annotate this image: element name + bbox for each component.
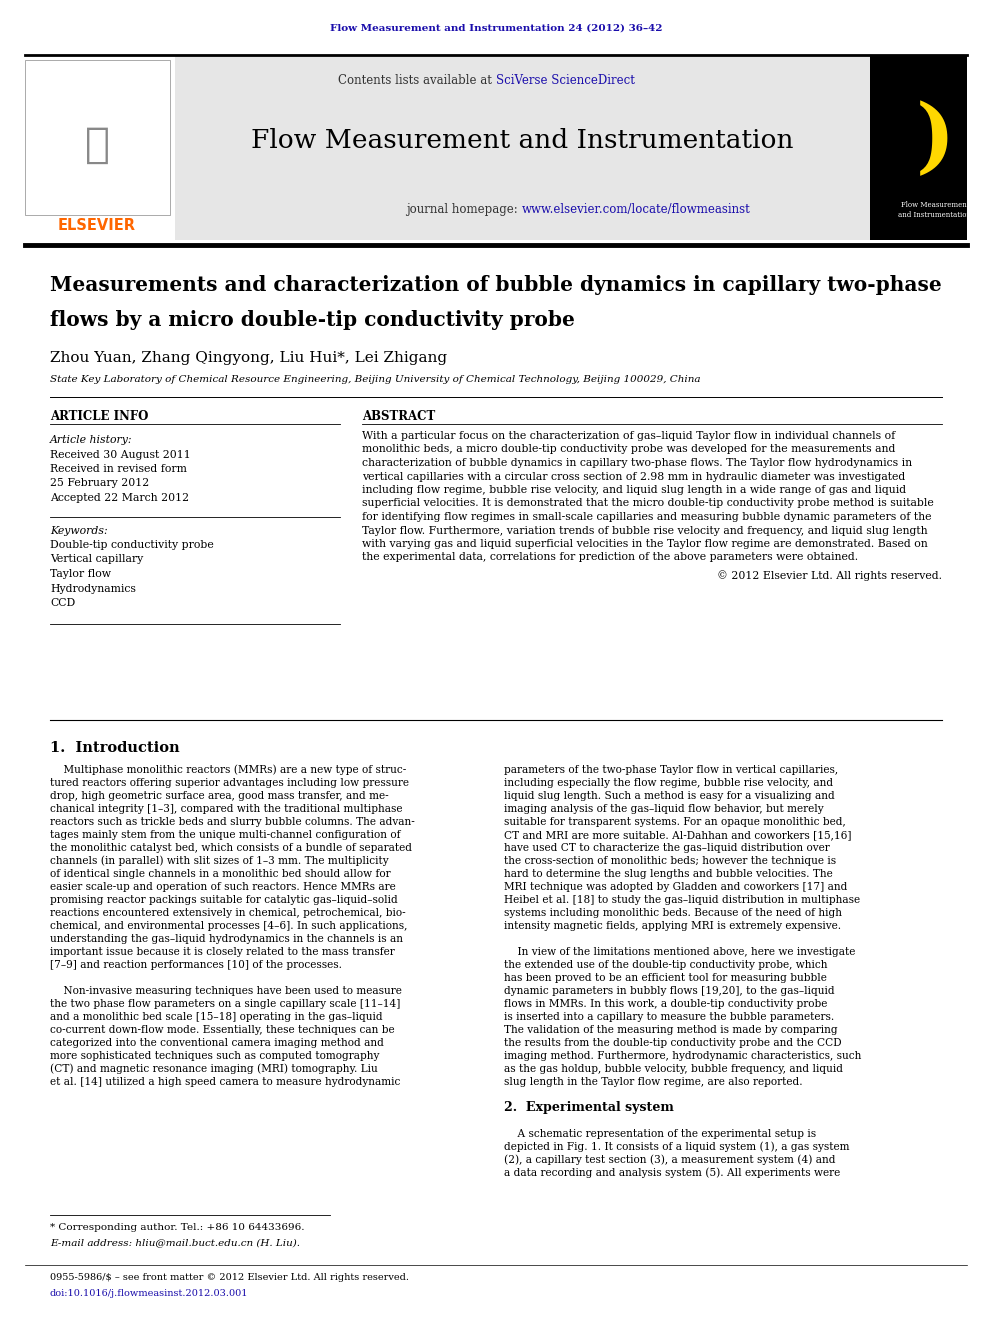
Bar [870,56,967,239]
Text: tages mainly stem from the unique multi-channel configuration of: tages mainly stem from the unique multi-… [50,830,401,840]
Text: CCD: CCD [50,598,75,609]
Text: the monolithic catalyst bed, which consists of a bundle of separated: the monolithic catalyst bed, which consi… [50,843,412,853]
Text: promising reactor packings suitable for catalytic gas–liquid–solid: promising reactor packings suitable for … [50,894,398,905]
Text: Heibel et al. [18] to study the gas–liquid distribution in multiphase: Heibel et al. [18] to study the gas–liqu… [504,894,860,905]
Text: characterization of bubble dynamics in capillary two-phase flows. The Taylor flo: characterization of bubble dynamics in c… [362,458,912,468]
Text: 1.  Introduction: 1. Introduction [50,741,180,755]
Text: 🌳: 🌳 [84,124,109,165]
Text: the two phase flow parameters on a single capillary scale [11–14]: the two phase flow parameters on a singl… [50,999,401,1009]
Text: Accepted 22 March 2012: Accepted 22 March 2012 [50,493,189,503]
Text: MRI technique was adopted by Gladden and coworkers [17] and: MRI technique was adopted by Gladden and… [504,882,847,892]
Text: [7–9] and reaction performances [10] of the processes.: [7–9] and reaction performances [10] of … [50,960,342,970]
Text: channels (in parallel) with slit sizes of 1–3 mm. The multiplicity: channels (in parallel) with slit sizes o… [50,856,389,867]
Text: for identifying flow regimes in small-scale capillaries and measuring bubble dyn: for identifying flow regimes in small-sc… [362,512,931,523]
Text: has been proved to be an efficient tool for measuring bubble: has been proved to be an efficient tool … [504,972,827,983]
Text: more sophisticated techniques such as computed tomography: more sophisticated techniques such as co… [50,1050,379,1061]
Text: CT and MRI are more suitable. Al-Dahhan and coworkers [15,16]: CT and MRI are more suitable. Al-Dahhan … [504,830,851,840]
Text: Taylor flow. Furthermore, variation trends of bubble rise velocity and frequency: Taylor flow. Furthermore, variation tren… [362,525,928,536]
Text: Flow Measurement and Instrumentation: Flow Measurement and Instrumentation [251,127,794,152]
Text: monolithic beds, a micro double-tip conductivity probe was developed for the mea: monolithic beds, a micro double-tip cond… [362,445,896,455]
Text: reactors such as trickle beds and slurry bubble columns. The advan-: reactors such as trickle beds and slurry… [50,818,415,827]
Text: Received 30 August 2011: Received 30 August 2011 [50,450,190,459]
Text: depicted in Fig. 1. It consists of a liquid system (1), a gas system: depicted in Fig. 1. It consists of a liq… [504,1142,849,1152]
Text: suitable for transparent systems. For an opaque monolithic bed,: suitable for transparent systems. For an… [504,818,846,827]
Text: chemical, and environmental processes [4–6]. In such applications,: chemical, and environmental processes [4… [50,921,408,931]
Text: In view of the limitations mentioned above, here we investigate: In view of the limitations mentioned abo… [504,947,855,957]
Text: including especially the flow regime, bubble rise velocity, and: including especially the flow regime, bu… [504,778,833,789]
Text: (CT) and magnetic resonance imaging (MRI) tomography. Liu: (CT) and magnetic resonance imaging (MRI… [50,1064,378,1074]
Text: A schematic representation of the experimental setup is: A schematic representation of the experi… [504,1129,816,1139]
Text: parameters of the two-phase Taylor flow in vertical capillaries,: parameters of the two-phase Taylor flow … [504,765,838,775]
Text: et al. [14] utilized a high speed camera to measure hydrodynamic: et al. [14] utilized a high speed camera… [50,1077,401,1088]
Text: With a particular focus on the characterization of gas–liquid Taylor flow in ind: With a particular focus on the character… [362,431,895,441]
Text: Article history:: Article history: [50,435,133,445]
Text: 0955-5986/$ – see front matter © 2012 Elsevier Ltd. All rights reserved.: 0955-5986/$ – see front matter © 2012 El… [50,1274,409,1282]
Text: (2), a capillary test section (3), a measurement system (4) and: (2), a capillary test section (3), a mea… [504,1155,835,1166]
Text: liquid slug length. Such a method is easy for a visualizing and: liquid slug length. Such a method is eas… [504,791,834,800]
Text: State Key Laboratory of Chemical Resource Engineering, Beijing University of Che: State Key Laboratory of Chemical Resourc… [50,376,700,385]
Text: intensity magnetic fields, applying MRI is extremely expensive.: intensity magnetic fields, applying MRI … [504,921,841,931]
Text: the results from the double-tip conductivity probe and the CCD: the results from the double-tip conducti… [504,1039,841,1048]
Text: Vertical capillary: Vertical capillary [50,554,143,565]
Text: easier scale-up and operation of such reactors. Hence MMRs are: easier scale-up and operation of such re… [50,882,396,892]
Text: Taylor flow: Taylor flow [50,569,111,579]
Text: categorized into the conventional camera imaging method and: categorized into the conventional camera… [50,1039,384,1048]
Text: as the gas holdup, bubble velocity, bubble frequency, and liquid: as the gas holdup, bubble velocity, bubb… [504,1064,843,1074]
Text: Double-tip conductivity probe: Double-tip conductivity probe [50,540,213,550]
Text: and a monolithic bed scale [15–18] operating in the gas–liquid: and a monolithic bed scale [15–18] opera… [50,1012,383,1021]
Text: ): ) [916,101,954,180]
Text: www.elsevier.com/locate/flowmeasinst: www.elsevier.com/locate/flowmeasinst [522,204,751,217]
Text: co-current down-flow mode. Essentially, these techniques can be: co-current down-flow mode. Essentially, … [50,1025,395,1035]
Text: vertical capillaries with a circular cross section of 2.98 mm in hydraulic diame: vertical capillaries with a circular cro… [362,471,906,482]
Text: Flow Measurement and Instrumentation 24 (2012) 36–42: Flow Measurement and Instrumentation 24 … [329,24,663,33]
Text: including flow regime, bubble rise velocity, and liquid slug length in a wide ra: including flow regime, bubble rise veloc… [362,486,906,495]
Text: 25 February 2012: 25 February 2012 [50,479,149,488]
Text: the extended use of the double-tip conductivity probe, which: the extended use of the double-tip condu… [504,960,827,970]
Text: drop, high geometric surface area, good mass transfer, and me-: drop, high geometric surface area, good … [50,791,389,800]
Text: the experimental data, correlations for prediction of the above parameters were : the experimental data, correlations for … [362,553,858,562]
Text: flows in MMRs. In this work, a double-tip conductivity probe: flows in MMRs. In this work, a double-ti… [504,999,827,1009]
Text: tured reactors offering superior advantages including low pressure: tured reactors offering superior advanta… [50,778,409,789]
Text: Contents lists available at: Contents lists available at [338,74,496,86]
Text: Non-invasive measuring techniques have been used to measure: Non-invasive measuring techniques have b… [50,986,402,996]
Text: of identical single channels in a monolithic bed should allow for: of identical single channels in a monoli… [50,869,391,878]
Text: ABSTRACT: ABSTRACT [362,410,435,422]
Text: Zhou Yuan, Zhang Qingyong, Liu Hui*, Lei Zhigang: Zhou Yuan, Zhang Qingyong, Liu Hui*, Lei… [50,351,447,365]
Text: understanding the gas–liquid hydrodynamics in the channels is an: understanding the gas–liquid hydrodynami… [50,934,403,945]
Text: journal homepage:: journal homepage: [407,204,522,217]
Text: important issue because it is closely related to the mass transfer: important issue because it is closely re… [50,947,395,957]
Text: doi:10.1016/j.flowmeasinst.2012.03.001: doi:10.1016/j.flowmeasinst.2012.03.001 [50,1290,249,1298]
Text: Multiphase monolithic reactors (MMRs) are a new type of struc-: Multiphase monolithic reactors (MMRs) ar… [50,765,407,775]
Text: have used CT to characterize the gas–liquid distribution over: have used CT to characterize the gas–liq… [504,843,829,853]
Text: © 2012 Elsevier Ltd. All rights reserved.: © 2012 Elsevier Ltd. All rights reserved… [717,570,942,581]
Text: reactions encountered extensively in chemical, petrochemical, bio-: reactions encountered extensively in che… [50,908,406,918]
Text: the cross-section of monolithic beds; however the technique is: the cross-section of monolithic beds; ho… [504,856,836,867]
Text: Flow Measurement
and Instrumentation: Flow Measurement and Instrumentation [899,201,971,218]
Text: SciVerse ScienceDirect: SciVerse ScienceDirect [496,74,635,86]
Bar [25,60,170,216]
Text: a data recording and analysis system (5). All experiments were: a data recording and analysis system (5)… [504,1168,840,1179]
Text: chanical integrity [1–3], compared with the traditional multiphase: chanical integrity [1–3], compared with … [50,804,403,814]
Text: * Corresponding author. Tel.: +86 10 64433696.: * Corresponding author. Tel.: +86 10 644… [50,1224,305,1233]
Text: systems including monolithic beds. Because of the need of high: systems including monolithic beds. Becau… [504,908,842,918]
Text: Received in revised form: Received in revised form [50,464,186,474]
Text: Keywords:: Keywords: [50,525,107,536]
Bar [175,56,870,239]
Text: slug length in the Taylor flow regime, are also reported.: slug length in the Taylor flow regime, a… [504,1077,803,1088]
Text: 2.  Experimental system: 2. Experimental system [504,1102,674,1114]
Text: hard to determine the slug lengths and bubble velocities. The: hard to determine the slug lengths and b… [504,869,832,878]
Text: ARTICLE INFO: ARTICLE INFO [50,410,149,422]
Text: flows by a micro double-tip conductivity probe: flows by a micro double-tip conductivity… [50,310,575,329]
Text: Measurements and characterization of bubble dynamics in capillary two-phase: Measurements and characterization of bub… [50,275,941,295]
Text: superficial velocities. It is demonstrated that the micro double-tip conductivit: superficial velocities. It is demonstrat… [362,499,933,508]
Text: dynamic parameters in bubbly flows [19,20], to the gas–liquid: dynamic parameters in bubbly flows [19,2… [504,986,834,996]
Text: is inserted into a capillary to measure the bubble parameters.: is inserted into a capillary to measure … [504,1012,834,1021]
Text: imaging method. Furthermore, hydrodynamic characteristics, such: imaging method. Furthermore, hydrodynami… [504,1050,861,1061]
Text: The validation of the measuring method is made by comparing: The validation of the measuring method i… [504,1025,837,1035]
Text: imaging analysis of the gas–liquid flow behavior, but merely: imaging analysis of the gas–liquid flow … [504,804,823,814]
Text: ELSEVIER: ELSEVIER [58,217,136,233]
Text: E-mail address: hliu@mail.buct.edu.cn (H. Liu).: E-mail address: hliu@mail.buct.edu.cn (H… [50,1238,300,1248]
Text: with varying gas and liquid superficial velocities in the Taylor flow regime are: with varying gas and liquid superficial … [362,538,928,549]
Text: Hydrodynamics: Hydrodynamics [50,583,136,594]
